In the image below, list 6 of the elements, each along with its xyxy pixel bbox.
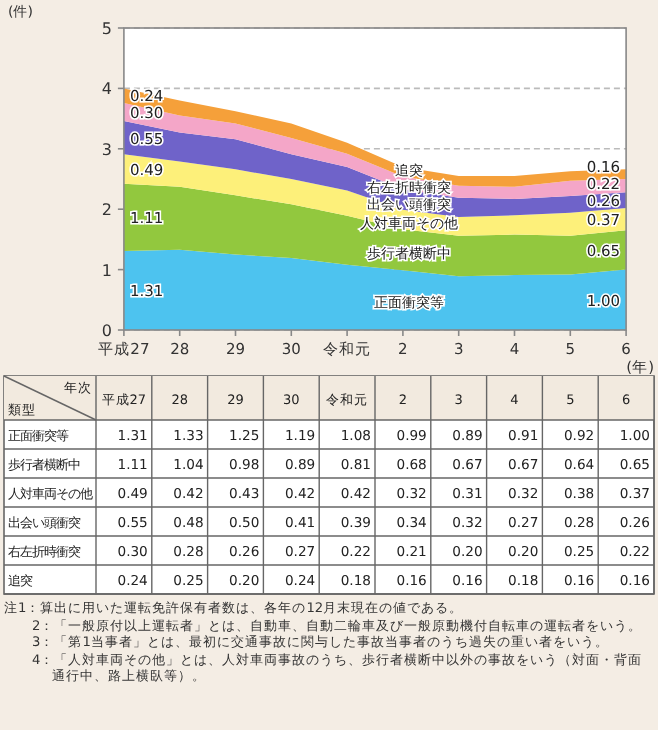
y-tick-label: 5 — [101, 20, 112, 38]
y-tick-label: 2 — [101, 201, 112, 220]
y-tick-label: 0 — [101, 322, 112, 340]
y-tick-label: 1 — [101, 261, 112, 280]
y-tick-label: 3 — [101, 140, 112, 159]
y-tick-label: 4 — [101, 80, 112, 99]
